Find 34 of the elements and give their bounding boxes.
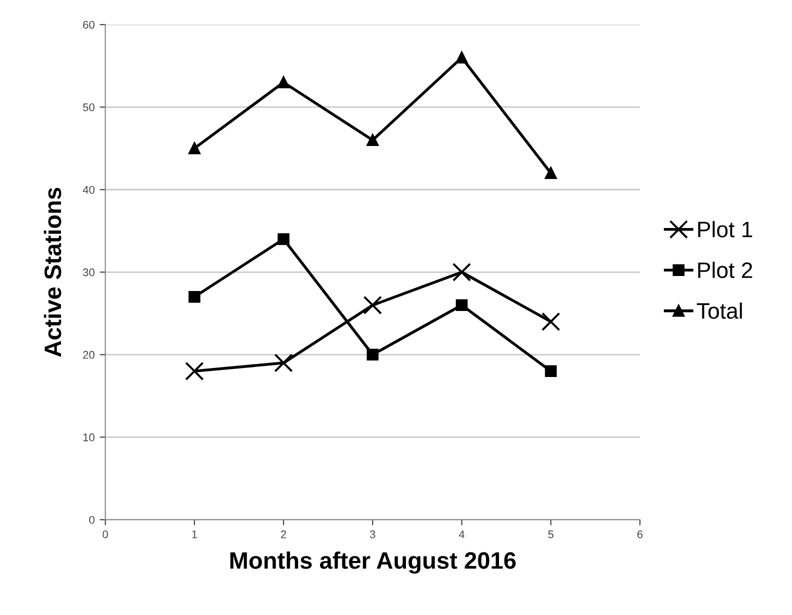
point bbox=[278, 233, 290, 246]
point bbox=[456, 299, 468, 312]
legend-label: Plot 2 bbox=[698, 262, 752, 278]
point bbox=[274, 354, 293, 372]
x-tick-label: 5 bbox=[548, 530, 554, 538]
y-tick-label: 50 bbox=[83, 103, 94, 112]
x-axis-title: Months after August 2016 bbox=[230, 552, 516, 574]
y-tick-label: 60 bbox=[83, 20, 94, 29]
x-tick-label: 3 bbox=[370, 530, 376, 538]
point bbox=[544, 167, 557, 180]
point bbox=[541, 312, 560, 332]
point bbox=[366, 348, 379, 361]
y-tick-label: 20 bbox=[83, 350, 94, 359]
y-tick-label: 10 bbox=[83, 433, 94, 442]
point bbox=[188, 142, 200, 154]
y-tick-label: 30 bbox=[82, 268, 94, 276]
legend-label: Plot 1 bbox=[698, 221, 752, 238]
x-tick-label: 6 bbox=[637, 530, 643, 538]
point bbox=[185, 362, 204, 381]
point bbox=[456, 52, 468, 64]
y-axis-title: Active Stations bbox=[44, 188, 62, 357]
x-tick-label: 1 bbox=[192, 530, 197, 538]
point bbox=[544, 365, 557, 378]
y-tick-label: 40 bbox=[82, 186, 94, 194]
point bbox=[363, 296, 382, 315]
x-tick-label: 2 bbox=[281, 530, 286, 538]
point bbox=[452, 262, 472, 282]
point bbox=[278, 76, 290, 88]
y-tick-label: 0 bbox=[89, 516, 94, 524]
x-tick-label: 4 bbox=[458, 530, 464, 538]
point bbox=[366, 134, 379, 146]
x-tick-label: 0 bbox=[102, 530, 108, 538]
point bbox=[188, 290, 200, 303]
legend-label: Total bbox=[696, 302, 742, 319]
